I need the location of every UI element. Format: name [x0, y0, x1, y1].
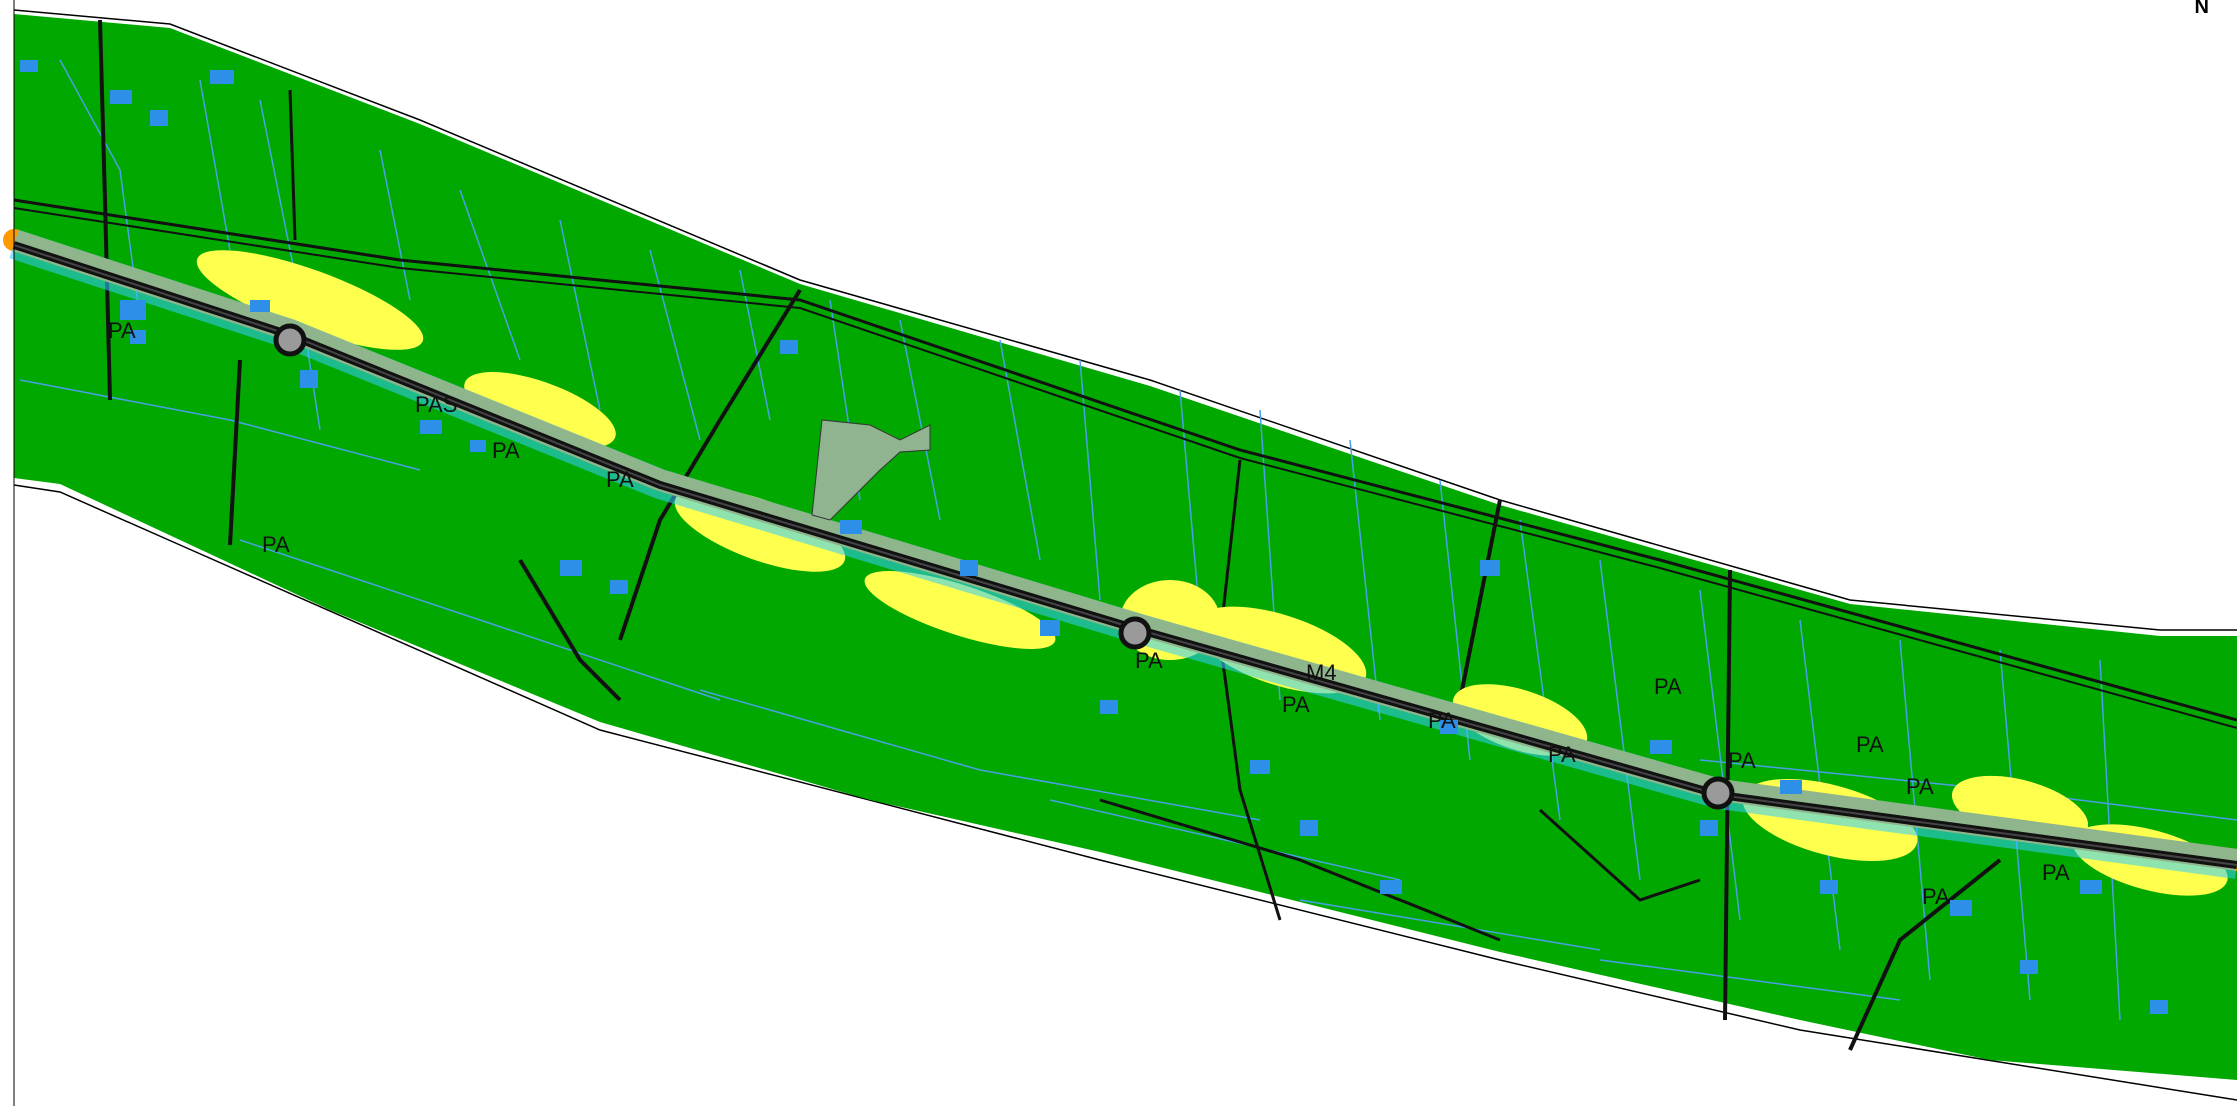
buildings	[20, 60, 2168, 1014]
study-boundary	[13, 9, 2237, 1101]
roundabout-center	[1118, 616, 1152, 650]
label-pa-9: PA	[1654, 674, 1682, 699]
noise-band-green	[14, 14, 2237, 1080]
highway-center	[13, 244, 2237, 866]
label-pa-12: PA	[1906, 774, 1934, 799]
label-pa-6: PA	[1282, 692, 1310, 717]
minor-roads	[13, 19, 2237, 1051]
label-pa-13: PA	[2042, 860, 2070, 885]
map-labels: PA PA PAS PA PA PA M4 PA PA PA PA PA PA …	[108, 318, 2070, 909]
label-pa-5: PA	[1135, 648, 1163, 673]
label-m4: M4	[1306, 660, 1337, 685]
label-pa-7: PA	[1428, 708, 1456, 733]
label-pa-10: PA	[1728, 748, 1756, 773]
label-pa-8: PA	[1548, 742, 1576, 767]
roundabout-west	[273, 323, 307, 357]
roundabout-east	[1701, 776, 1735, 810]
label-pa-1: PA	[108, 318, 136, 343]
gray-area	[811, 419, 931, 521]
label-pa-4: PA	[606, 467, 634, 492]
north-arrow-label: N	[2194, 0, 2209, 18]
roundabouts	[273, 323, 1735, 810]
label-pas: PAS	[415, 392, 457, 417]
label-pa-14: PA	[1922, 884, 1950, 909]
label-pa-11: PA	[1856, 732, 1884, 757]
label-pa-3: PA	[492, 438, 520, 463]
label-pa-2: PA	[262, 532, 290, 557]
